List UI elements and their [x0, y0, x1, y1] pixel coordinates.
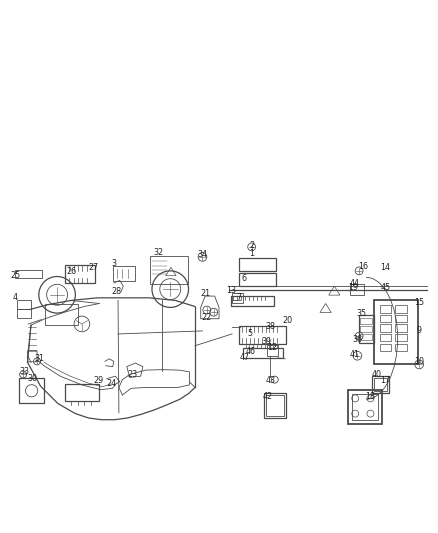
Text: 43: 43 — [265, 376, 276, 385]
Text: 33: 33 — [19, 367, 29, 376]
Text: 18: 18 — [365, 392, 375, 401]
Text: 38: 38 — [265, 322, 276, 331]
Text: 9: 9 — [417, 326, 422, 335]
Text: 27: 27 — [88, 263, 99, 272]
Text: 42: 42 — [263, 392, 273, 401]
Text: 40: 40 — [371, 370, 381, 379]
Text: 10: 10 — [414, 357, 424, 366]
Text: 45: 45 — [380, 283, 390, 292]
Text: 12: 12 — [267, 343, 277, 352]
Text: 20: 20 — [283, 317, 293, 326]
Text: 16: 16 — [358, 262, 368, 271]
Text: 30: 30 — [28, 374, 38, 383]
Text: 46: 46 — [245, 347, 255, 356]
Text: 24: 24 — [106, 378, 116, 387]
Text: 19: 19 — [348, 283, 358, 292]
Text: 2: 2 — [249, 241, 254, 250]
Text: 39: 39 — [261, 337, 271, 346]
Text: 36: 36 — [353, 335, 362, 344]
Text: 23: 23 — [128, 370, 138, 379]
Text: 14: 14 — [380, 263, 390, 272]
Text: 34: 34 — [198, 250, 208, 259]
Text: 31: 31 — [35, 354, 45, 364]
Text: 35: 35 — [357, 309, 367, 318]
Text: 1: 1 — [249, 249, 254, 258]
Text: 41: 41 — [350, 350, 360, 359]
Text: 4: 4 — [13, 293, 18, 302]
Text: 29: 29 — [93, 376, 103, 385]
Text: 32: 32 — [154, 248, 164, 257]
Text: 13: 13 — [226, 286, 236, 295]
Text: 22: 22 — [201, 313, 212, 322]
Text: 7: 7 — [236, 293, 241, 302]
Text: 44: 44 — [350, 279, 360, 287]
Text: 28: 28 — [112, 287, 122, 296]
Text: 47: 47 — [240, 353, 250, 362]
Text: 5: 5 — [248, 329, 253, 338]
Text: 21: 21 — [200, 289, 210, 298]
Text: 15: 15 — [414, 298, 424, 306]
Text: 26: 26 — [67, 267, 77, 276]
Text: 25: 25 — [10, 271, 21, 280]
Text: 3: 3 — [111, 259, 116, 268]
Text: 17: 17 — [380, 376, 390, 385]
Text: 6: 6 — [242, 274, 247, 283]
